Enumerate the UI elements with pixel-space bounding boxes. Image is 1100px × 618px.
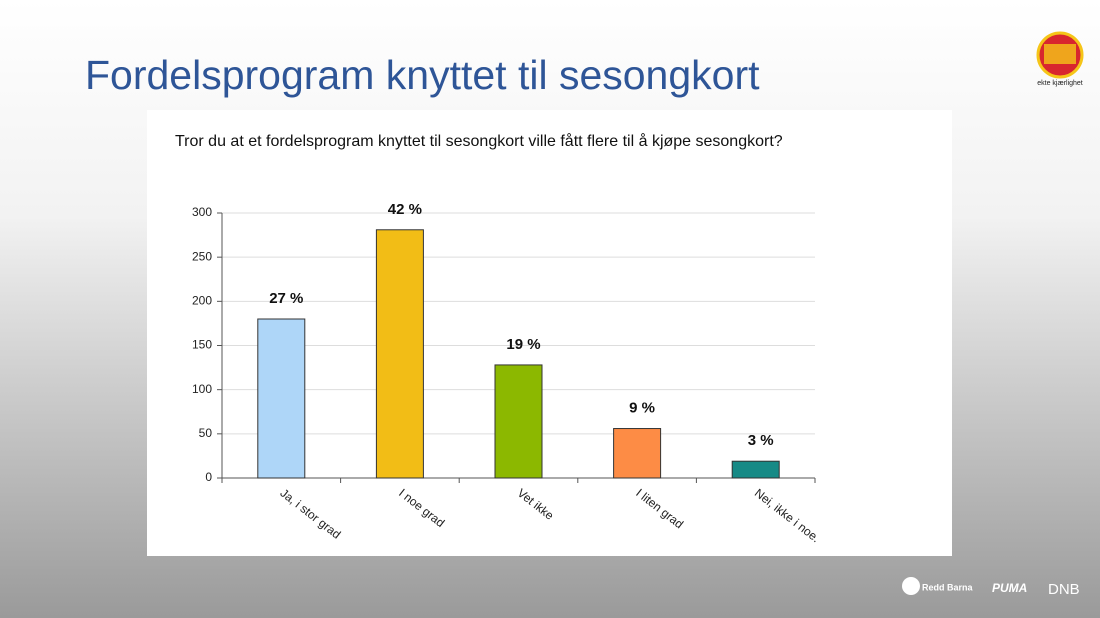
slide-title: Fordelsprogram knyttet til sesongkort [85, 52, 760, 98]
sponsors: Redd Barna PUMA DNB [902, 577, 1080, 598]
y-tick-label: 250 [192, 249, 212, 263]
data-label: 3 % [748, 432, 774, 449]
logo-text: ekte kjærlighet [1037, 80, 1083, 87]
data-label: 42 % [388, 201, 422, 218]
bar [494, 364, 543, 479]
y-tick-label: 100 [192, 382, 212, 396]
sponsor: Redd Barna [922, 582, 974, 592]
data-label: 9 % [629, 400, 655, 417]
sponsor: PUMA [992, 581, 1027, 595]
bar [731, 460, 780, 479]
sponsor: DNB [1048, 581, 1080, 598]
y-tick-label: 200 [192, 294, 212, 308]
logo: ekte kjærlighet [1036, 31, 1084, 87]
bar [613, 428, 662, 479]
y-tick-label: 50 [199, 426, 213, 440]
chart-title: Tror du at et fordelsprogram knyttet til… [175, 132, 783, 150]
y-tick-label: 150 [192, 338, 212, 352]
y-tick-label: 300 [192, 205, 212, 219]
bar [375, 229, 424, 479]
data-label: 27 % [269, 290, 303, 307]
y-tick-label: 0 [205, 470, 212, 484]
data-label: 19 % [506, 336, 540, 353]
bar [257, 318, 306, 479]
